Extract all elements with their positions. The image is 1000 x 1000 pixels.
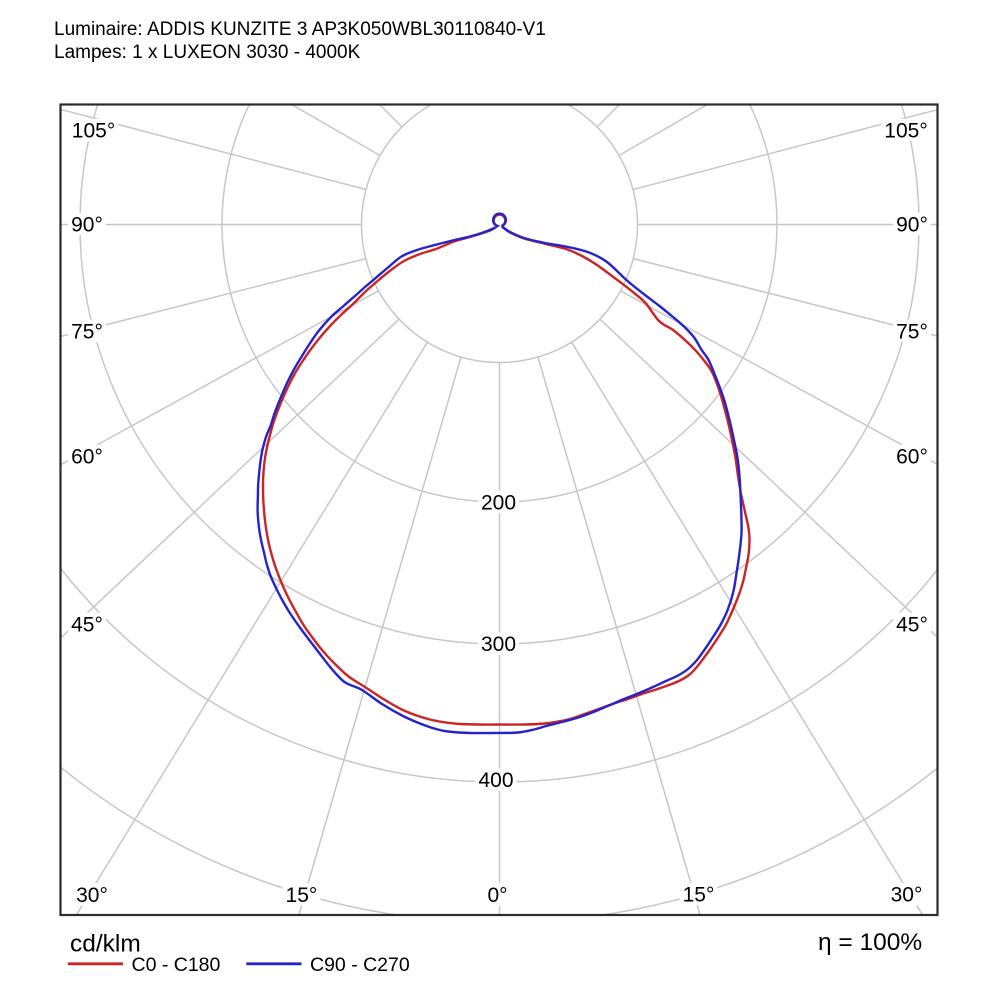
svg-text:45°: 45° bbox=[71, 613, 103, 636]
svg-text:90°: 90° bbox=[896, 213, 928, 236]
svg-text:200: 200 bbox=[481, 491, 516, 514]
svg-text:30°: 30° bbox=[76, 884, 108, 907]
svg-text:75°: 75° bbox=[896, 320, 928, 343]
svg-text:0°: 0° bbox=[487, 884, 507, 907]
svg-text:15°: 15° bbox=[683, 883, 715, 906]
svg-text:15°: 15° bbox=[286, 884, 318, 907]
svg-text:90°: 90° bbox=[71, 213, 103, 236]
svg-text:60°: 60° bbox=[896, 445, 928, 468]
svg-text:60°: 60° bbox=[71, 445, 103, 468]
svg-text:C90 - C270: C90 - C270 bbox=[310, 954, 410, 976]
svg-text:cd/klm: cd/klm bbox=[70, 931, 141, 958]
svg-text:400: 400 bbox=[478, 769, 513, 792]
svg-text:Luminaire: ADDIS KUNZITE 3 AP3: Luminaire: ADDIS KUNZITE 3 AP3K050WBL301… bbox=[54, 19, 546, 40]
svg-text:30°: 30° bbox=[891, 883, 923, 906]
svg-text:300: 300 bbox=[481, 633, 516, 656]
svg-text:Lampes: 1 x LUXEON 3030 - 4000: Lampes: 1 x LUXEON 3030 - 4000K bbox=[54, 42, 361, 63]
svg-text:45°: 45° bbox=[896, 613, 928, 636]
svg-text:105°: 105° bbox=[72, 119, 115, 142]
svg-text:105°: 105° bbox=[884, 119, 927, 142]
svg-text:η = 100%: η = 100% bbox=[818, 929, 922, 956]
svg-text:75°: 75° bbox=[71, 320, 103, 343]
svg-text:C0 - C180: C0 - C180 bbox=[132, 954, 221, 976]
